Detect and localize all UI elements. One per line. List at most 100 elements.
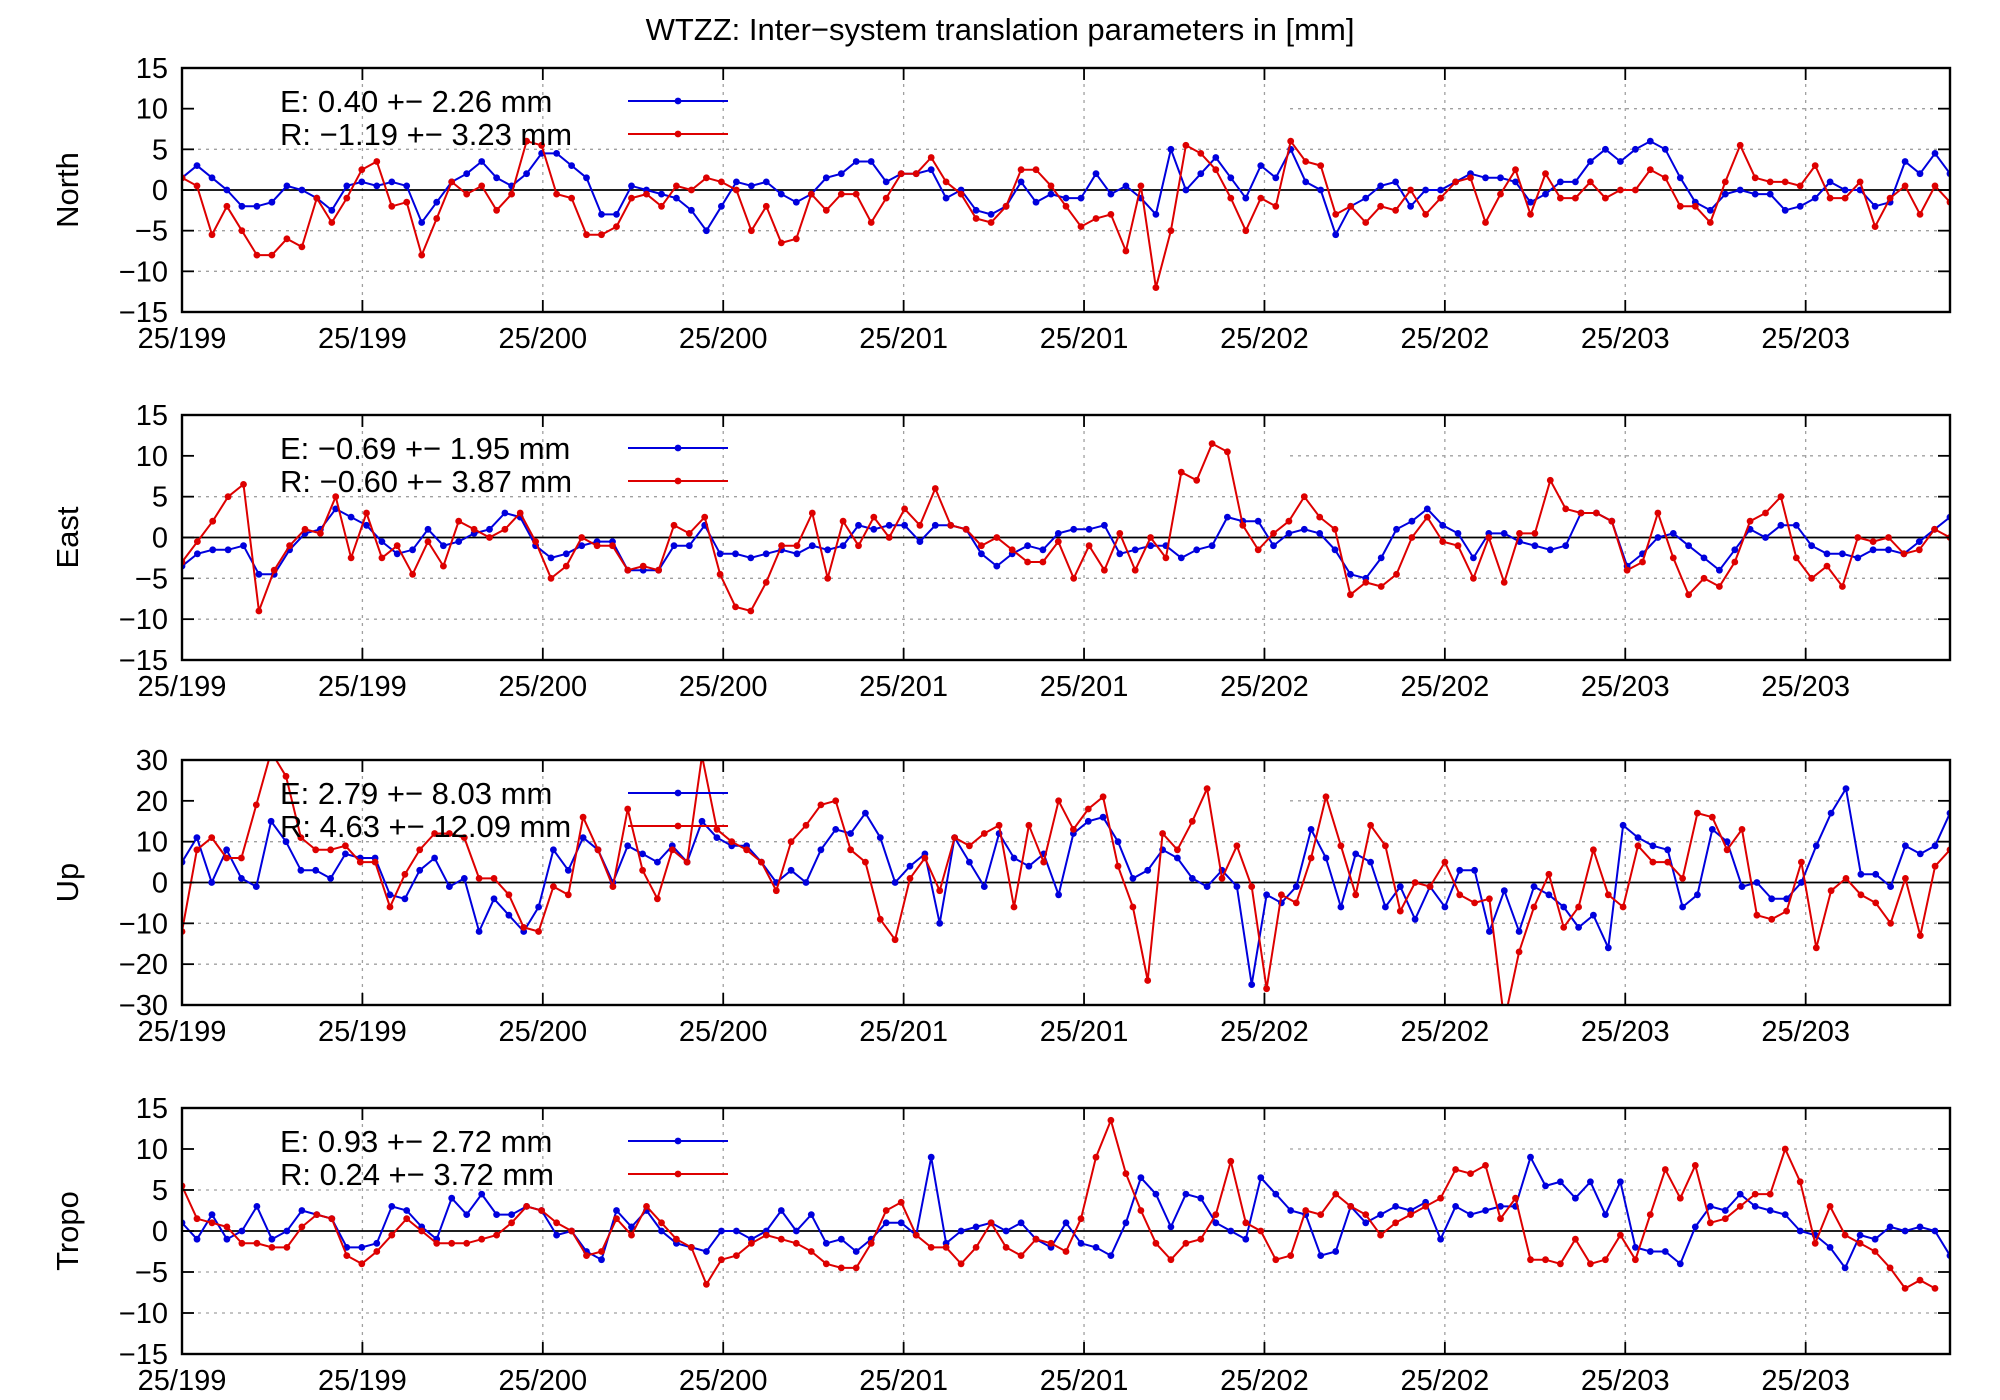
data-point <box>1649 842 1657 850</box>
data-point <box>409 570 416 578</box>
data-point <box>1530 903 1538 911</box>
data-point <box>1587 1178 1594 1186</box>
data-point <box>209 517 217 525</box>
data-point <box>1736 186 1744 194</box>
data-point <box>332 493 340 501</box>
x-tick-label: 25/199 <box>138 1365 227 1397</box>
data-point <box>683 858 691 866</box>
data-point <box>777 1207 785 1214</box>
data-point <box>1497 174 1504 182</box>
data-point <box>699 753 706 760</box>
data-point <box>208 1211 216 1218</box>
data-point <box>1751 1203 1759 1210</box>
data-point <box>1885 546 1892 554</box>
data-point <box>1017 1252 1025 1259</box>
data-point <box>1500 887 1508 895</box>
data-point <box>1691 202 1699 210</box>
y-tick-label: −10 <box>119 604 168 636</box>
data-point <box>1839 583 1846 590</box>
x-tick-label: 25/199 <box>318 671 407 703</box>
data-point <box>1676 1194 1684 1202</box>
y-tick-label: 10 <box>136 94 168 126</box>
data-point <box>1411 915 1419 923</box>
data-point <box>1796 182 1804 190</box>
y-tick-label: 0 <box>152 868 168 900</box>
data-point <box>867 1239 875 1247</box>
data-point <box>1753 879 1761 886</box>
data-point <box>1377 182 1384 190</box>
y-tick-label: −10 <box>119 256 168 288</box>
data-point <box>817 801 825 809</box>
data-point <box>448 1194 456 1202</box>
data-point <box>1542 1182 1549 1190</box>
series-R <box>182 137 1950 291</box>
y-tick-label: 0 <box>152 175 168 207</box>
data-point <box>298 243 306 251</box>
data-point <box>1317 1211 1325 1218</box>
data-point <box>624 842 632 850</box>
y-tick-label: 20 <box>136 786 168 818</box>
data-point <box>1501 1018 1508 1025</box>
data-point <box>1467 1170 1474 1177</box>
data-point <box>508 1211 515 1218</box>
x-tick-label: 25/202 <box>1220 323 1309 355</box>
data-point <box>1107 211 1115 218</box>
data-point <box>317 530 324 537</box>
x-tick-label: 25/203 <box>1581 1016 1670 1048</box>
data-point <box>478 182 486 190</box>
data-point <box>947 521 955 529</box>
data-point <box>718 1227 725 1235</box>
data-point <box>654 895 661 903</box>
data-point <box>535 928 542 935</box>
data-point <box>807 1211 815 1218</box>
data-point <box>1746 517 1754 525</box>
data-point <box>388 1231 396 1239</box>
data-point <box>1590 846 1597 854</box>
data-point <box>1766 190 1774 198</box>
data-point <box>772 887 780 895</box>
data-point <box>448 1239 456 1247</box>
data-point <box>822 174 830 182</box>
data-point <box>508 1219 515 1227</box>
data-point <box>1423 505 1431 513</box>
data-point <box>822 206 830 214</box>
data-point <box>347 513 355 521</box>
data-point <box>1331 546 1339 554</box>
data-point <box>980 830 988 837</box>
x-tick-label: 25/202 <box>1220 671 1309 703</box>
data-point <box>822 1239 830 1247</box>
data-point <box>1197 150 1205 157</box>
x-tick-label: 25/199 <box>318 1365 407 1397</box>
data-point <box>1916 170 1924 178</box>
data-point <box>1352 850 1360 858</box>
data-point <box>1392 178 1399 186</box>
data-point <box>1716 566 1723 574</box>
data-point <box>613 1207 620 1214</box>
data-point <box>685 530 693 537</box>
data-point <box>1039 558 1047 566</box>
data-point <box>1792 521 1800 529</box>
data-point <box>1632 1244 1639 1251</box>
data-point <box>418 1227 426 1235</box>
data-point <box>298 186 306 194</box>
data-point <box>936 919 944 927</box>
data-point <box>1396 883 1404 890</box>
data-point <box>1197 1235 1205 1243</box>
data-point <box>613 211 620 218</box>
data-point <box>972 1244 980 1251</box>
data-point <box>1239 521 1247 529</box>
data-point <box>1437 186 1444 194</box>
y-axis-label: Tropo <box>50 1191 85 1271</box>
data-point <box>1854 554 1862 562</box>
data-point <box>1212 1211 1220 1218</box>
data-point <box>628 1231 635 1239</box>
data-point <box>1664 858 1672 866</box>
data-point <box>1546 476 1554 484</box>
data-point <box>1270 530 1277 537</box>
data-point <box>1632 1256 1639 1264</box>
data-point <box>885 521 893 529</box>
y-tick-label: 10 <box>136 1134 168 1166</box>
data-point <box>1137 182 1145 190</box>
data-point <box>1706 206 1714 214</box>
